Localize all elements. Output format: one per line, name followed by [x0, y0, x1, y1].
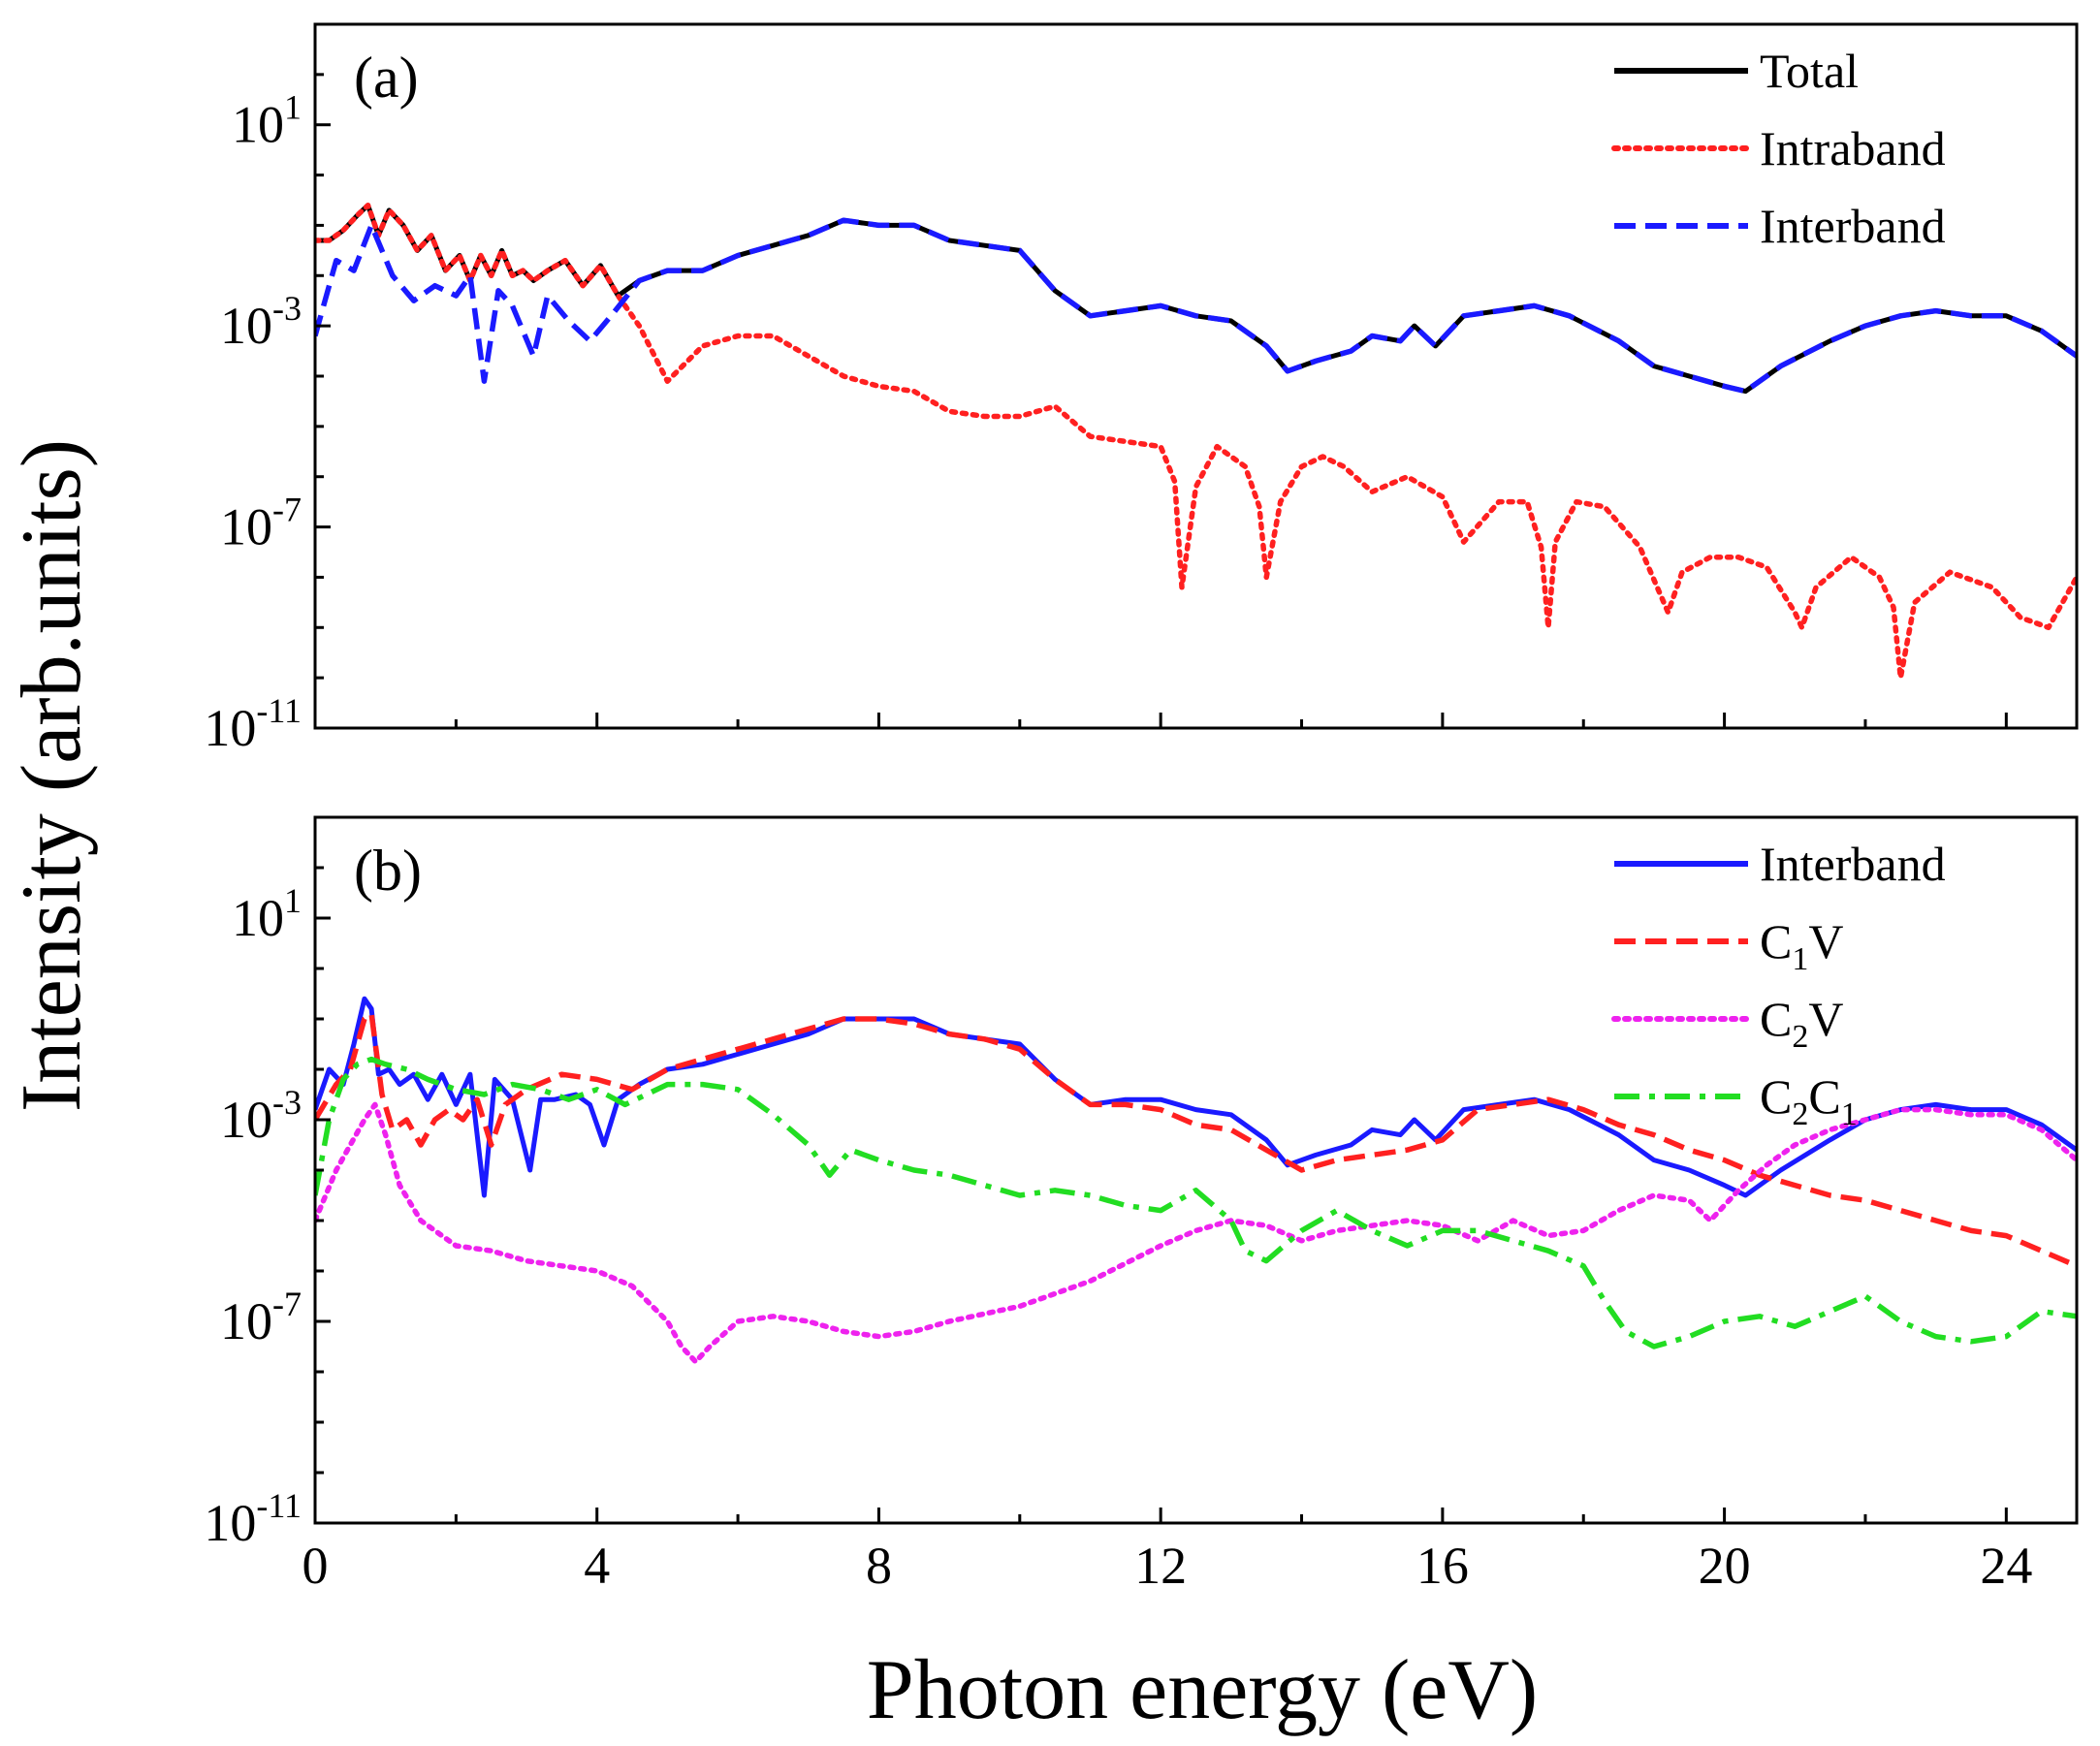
legend-text: C: [1760, 992, 1792, 1046]
legend: Total Intraband Interband: [1611, 44, 1946, 253]
y-tick-label: 10-3: [220, 1083, 302, 1149]
series-group: [315, 996, 2077, 1365]
y-axis-title: Intensity (arb.units): [5, 439, 99, 1112]
y-tick-base: 10: [232, 96, 284, 154]
y-tick-exponent: 1: [284, 88, 302, 127]
x-tick-label: 20: [1699, 1537, 1751, 1595]
x-tick-label: 0: [302, 1537, 329, 1595]
y-tick-label: 10-11: [204, 691, 302, 757]
y-tick-base: 10: [232, 889, 284, 947]
legend-label: C2V: [1760, 992, 1843, 1055]
y-tick-base: 10: [204, 699, 256, 757]
y-tick-base: 10: [220, 297, 272, 355]
y-tick-exponent: -11: [256, 691, 302, 730]
series-line-interband: [315, 217, 2077, 395]
y-tick-label: 10-11: [204, 1486, 302, 1552]
legend-text: V: [1808, 992, 1843, 1046]
legend-label: Interband: [1760, 199, 1946, 253]
legend-label: Interband: [1760, 837, 1946, 891]
x-tick-label: 24: [1980, 1537, 2032, 1595]
x-axis-title: Photon energy (eV): [867, 1643, 1538, 1737]
y-tick-base: 10: [204, 1494, 256, 1552]
x-tick-label: 16: [1416, 1537, 1469, 1595]
y-tick-exponent: 1: [284, 881, 302, 920]
legend-label: C2C1: [1760, 1069, 1858, 1132]
y-tick-exponent: -7: [272, 491, 302, 529]
series-line-c-v: [315, 1011, 2077, 1269]
panel-label: (a): [354, 46, 419, 110]
legend-subscript: 1: [1841, 1096, 1858, 1132]
legend-text: C: [1760, 1069, 1792, 1124]
legend-subscript: 1: [1792, 941, 1808, 977]
y-tick-base: 10: [220, 1292, 272, 1350]
legend-subscript: 2: [1792, 1096, 1808, 1132]
y-tick-base: 10: [220, 1091, 272, 1149]
x-tick-label: 4: [584, 1537, 610, 1595]
y-tick-label: 101: [232, 881, 302, 947]
legend-label: Intraband: [1760, 121, 1946, 175]
y-tick-exponent: -3: [272, 1083, 302, 1122]
legend-text: C: [1808, 1069, 1840, 1124]
legend-text: V: [1808, 914, 1843, 968]
series-group: [315, 202, 2077, 681]
x-tick-label: 8: [866, 1537, 892, 1595]
y-tick-label: 101: [232, 88, 302, 154]
legend-text: C: [1760, 914, 1792, 968]
legend-label: C1V: [1760, 914, 1843, 977]
y-tick-label: 10-7: [220, 1285, 302, 1350]
y-tick-exponent: -3: [272, 289, 302, 328]
series-line-intraband: [315, 202, 2077, 681]
legend-subscript: 2: [1792, 1019, 1808, 1055]
y-tick-base: 10: [220, 498, 272, 556]
series-line-c-v: [315, 1101, 2077, 1365]
y-tick-exponent: -11: [256, 1486, 302, 1525]
legend-label: Total: [1760, 44, 1859, 98]
y-tick-label: 10-3: [220, 289, 302, 355]
x-tick-label: 12: [1134, 1537, 1187, 1595]
y-tick-label: 10-7: [220, 491, 302, 556]
panel-label: (b): [354, 839, 422, 903]
y-tick-exponent: -7: [272, 1285, 302, 1323]
